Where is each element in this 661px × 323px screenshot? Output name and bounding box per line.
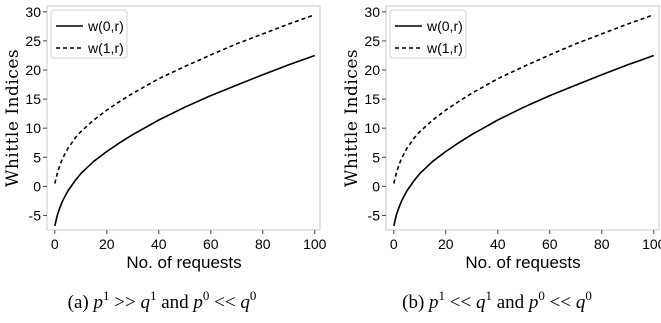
series-line-w-0-r (393, 54, 655, 227)
y-tick-label: 30 (364, 4, 380, 20)
chart-panel-b: -5 0 5 10 15 20 25 30 0 20 40 60 80 100 No. of request… (342, 4, 661, 313)
y-tick-label: 25 (364, 33, 380, 49)
plot-frame (46, 5, 321, 231)
y-tick-label: 20 (25, 62, 41, 78)
legend-label: w(1,r) (426, 40, 463, 56)
y-tick-label: 15 (364, 91, 380, 107)
x-tick-label: 80 (255, 236, 271, 252)
x-tick-label: 100 (303, 236, 327, 252)
x-axis-label: No. of requests (465, 253, 580, 272)
legend-box (389, 9, 467, 59)
plot-frame (385, 5, 660, 231)
x-tick-label: 80 (594, 236, 610, 252)
x-tick-label: 0 (51, 236, 59, 252)
legend-label: w(0,r) (87, 18, 124, 34)
y-tick-label: -5 (368, 207, 381, 223)
legend-label: w(0,r) (426, 18, 463, 34)
series-line-w-1-r (54, 13, 316, 184)
y-tick-label: 20 (364, 62, 380, 78)
x-tick-label: 0 (390, 236, 398, 252)
legend-box (50, 9, 128, 59)
y-tick-label: 25 (25, 33, 41, 49)
series-line-w-1-r (393, 13, 655, 184)
y-tick-label: 5 (372, 149, 380, 165)
series-line-w-0-r (54, 54, 316, 227)
x-tick-label: 20 (438, 236, 454, 252)
x-tick-label: 100 (642, 236, 661, 252)
legend: w(0,r) w(1,r) (50, 9, 128, 59)
legend: w(0,r) w(1,r) (389, 9, 467, 59)
panel-caption: (b) p1 << q1 and p0 << q0 (402, 288, 592, 313)
y-tick-label: -5 (29, 207, 42, 223)
y-tick-label: 10 (364, 120, 380, 136)
chart-panel-a: -5 0 5 10 15 20 25 30 0 20 40 60 80 100 No. of request… (3, 4, 327, 313)
x-tick-label: 20 (99, 236, 115, 252)
x-tick-label: 40 (151, 236, 167, 252)
x-tick-label: 40 (490, 236, 506, 252)
x-tick-label: 60 (203, 236, 219, 252)
y-tick-label: 30 (25, 4, 41, 20)
panel-caption: (a) p1 >> q1 and p0 << q0 (68, 288, 257, 313)
x-axis-label: No. of requests (126, 253, 241, 272)
y-tick-label: 0 (372, 178, 380, 194)
y-tick-label: 0 (33, 178, 41, 194)
y-axis-label: Whittle Indices (3, 49, 23, 187)
y-tick-label: 10 (25, 120, 41, 136)
x-tick-label: 60 (542, 236, 558, 252)
y-tick-label: 15 (25, 91, 41, 107)
y-tick-label: 5 (33, 149, 41, 165)
y-axis-label: Whittle Indices (342, 49, 362, 187)
legend-label: w(1,r) (87, 40, 124, 56)
